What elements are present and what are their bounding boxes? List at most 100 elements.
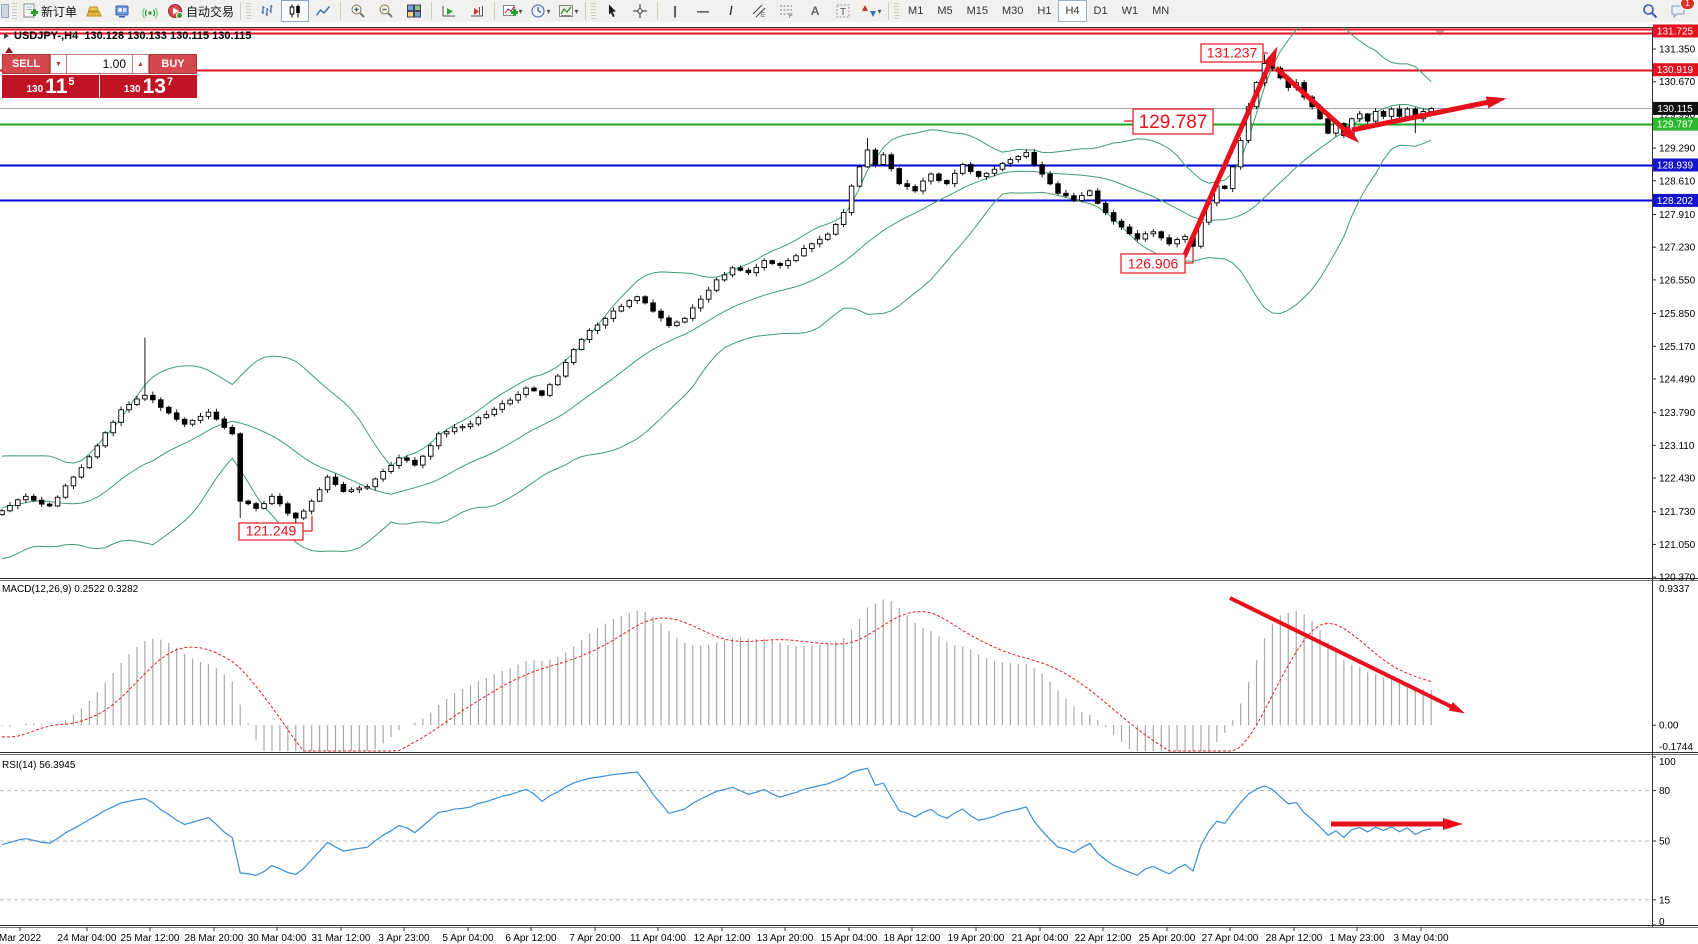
new-order-button[interactable]: 新订单 — [19, 0, 80, 22]
clock-icon — [531, 4, 545, 18]
timeframe-M15[interactable]: M15 — [966, 5, 988, 17]
periods-button[interactable]: ▾ — [526, 0, 554, 22]
expert-advisors-button[interactable] — [108, 0, 136, 22]
volume-input[interactable]: 1.00 — [67, 54, 132, 74]
vertical-line-tool-button[interactable]: | — [673, 4, 677, 18]
axis-label: 125.850 — [1659, 309, 1696, 320]
volume-up-button[interactable]: ▲ — [132, 54, 149, 74]
price-annotation[interactable]: 126.906 — [1120, 249, 1194, 274]
price-annotation[interactable]: 131.237 — [1200, 43, 1268, 63]
axis-label: 128.610 — [1659, 176, 1696, 187]
axis-label: 126.906 — [1128, 256, 1179, 272]
new-order-icon — [23, 3, 38, 18]
sell-button[interactable]: SELL — [2, 54, 50, 74]
trendline-tool-button[interactable]: / — [729, 4, 733, 18]
fibonacci-tool-button[interactable]: F — [773, 0, 801, 22]
chart-shift-marker[interactable] — [1434, 29, 1446, 36]
crosshair-icon — [633, 4, 648, 18]
timeframe-M5[interactable]: M5 — [937, 5, 953, 17]
auto-scroll-icon — [442, 6, 456, 17]
bid-main: 130 — [26, 84, 44, 95]
timeframe-D1[interactable]: D1 — [1093, 5, 1108, 17]
axis-label: 129.290 — [1659, 144, 1696, 155]
text-label-icon: T — [836, 4, 850, 18]
zoom-in-button[interactable] — [344, 0, 372, 22]
price-axis: 131.350 130.670 129.990 129.290 128.610 127.9… — [1652, 45, 1696, 584]
symbol-expand-icon[interactable] — [4, 33, 9, 39]
auto-scroll-button[interactable] — [435, 0, 463, 22]
price-annotation[interactable]: 129.787 — [1124, 108, 1214, 135]
cursor-tool-button[interactable] — [598, 0, 626, 22]
axis-label: 125.170 — [1659, 342, 1696, 353]
timeframe-M30[interactable]: M30 — [1002, 5, 1024, 17]
trend-arrow[interactable] — [1181, 46, 1278, 259]
cursor-icon — [609, 4, 617, 17]
axis-label: 127.230 — [1659, 243, 1696, 254]
chart-shift-button[interactable] — [463, 0, 491, 22]
toolbar-drag-handle[interactable] — [246, 3, 252, 19]
bid-sup: 5 — [68, 76, 75, 88]
zoom-out-button[interactable] — [372, 0, 400, 22]
bid-big: 11 — [45, 75, 68, 98]
axis-label: 121.730 — [1659, 507, 1696, 518]
chart-shift-icon — [471, 6, 484, 17]
tile-windows-button[interactable] — [400, 0, 428, 22]
svg-text:E: E — [761, 13, 765, 19]
search-button[interactable] — [1636, 0, 1664, 22]
main-toolbar: 新订单 自动交易 — [0, 0, 1698, 23]
bid-price[interactable]: 130 11 5 — [2, 75, 100, 98]
volume-down-button[interactable]: ▼ — [50, 54, 67, 74]
chart-window[interactable]: 131.350 130.670 129.990 129.290 128.610 127.9… — [0, 22, 1698, 944]
trend-arrows[interactable] — [1181, 46, 1507, 830]
toolbar-drag-handle[interactable] — [591, 3, 597, 19]
auto-trading-icon — [168, 4, 184, 19]
signals-button[interactable] — [136, 0, 164, 22]
label-tool-button[interactable]: T — [829, 0, 857, 22]
axis-label: 128.202 — [1657, 196, 1694, 207]
candlestick-icon — [289, 4, 300, 18]
timeframe-MN[interactable]: MN — [1152, 5, 1170, 17]
candlesticks — [0, 54, 1434, 529]
price-annotations[interactable]: 131.237 129.787 126.906 121.249 — [238, 43, 1268, 541]
horizontal-line-tool-button[interactable]: — — [697, 4, 710, 18]
price-annotation[interactable]: 121.249 — [238, 516, 313, 541]
panel-collapse-icon[interactable] — [5, 47, 13, 53]
svg-text:F: F — [789, 14, 793, 19]
text-tool-button[interactable]: A — [810, 4, 820, 18]
axis-label: 121.050 — [1659, 540, 1696, 551]
bar-chart-mode-button[interactable] — [253, 0, 281, 22]
price-chart-svg[interactable]: 131.350 130.670 129.990 129.290 128.610 127.9… — [0, 22, 1698, 944]
trend-arrow[interactable] — [1229, 596, 1465, 714]
trend-arrow[interactable] — [1351, 96, 1507, 133]
time-axis-label: 22 Apr 12:00 — [1075, 933, 1132, 944]
horizontal-level-lines[interactable] — [0, 28, 1652, 202]
crosshair-tool-button[interactable] — [626, 0, 654, 22]
templates-button[interactable]: ▾ — [554, 0, 582, 22]
rsi-pane: 100 80 50 15 0 RSI(14) 56.3945 — [0, 756, 1676, 928]
timeframe-H4[interactable]: H4 — [1058, 0, 1087, 22]
buy-button[interactable]: BUY — [149, 54, 197, 74]
axis-label: 129.787 — [1139, 112, 1208, 133]
trend-arrow[interactable] — [1274, 66, 1360, 144]
line-chart-mode-button[interactable] — [309, 0, 337, 22]
timeframe-M1[interactable]: M1 — [908, 5, 924, 17]
axis-label: 129.787 — [1657, 120, 1694, 131]
candlestick-mode-button[interactable] — [281, 0, 310, 22]
new-order-label: 新订单 — [41, 4, 78, 19]
timeframe-W1[interactable]: W1 — [1121, 5, 1139, 17]
timeframe-H1[interactable]: H1 — [1037, 5, 1052, 17]
channel-tool-button[interactable]: E — [745, 0, 773, 22]
ask-price[interactable]: 130 13 7 — [100, 75, 197, 98]
gold-bars-button[interactable] — [80, 0, 108, 22]
toolbar-drag-handle[interactable] — [894, 3, 900, 19]
auto-trading-button[interactable]: 自动交易 — [164, 0, 237, 22]
axis-label: 100 — [1659, 757, 1676, 768]
time-axis-label: Mar 2022 — [0, 933, 42, 944]
line-chart-icon — [315, 6, 331, 16]
arrows-tool-button[interactable]: ▾ — [857, 0, 885, 22]
indicators-button[interactable]: ▾ — [498, 0, 526, 22]
toolbar-drag-handle[interactable] — [12, 3, 17, 19]
clipped-toolbar-button[interactable] — [0, 0, 10, 22]
ask-big: 13 — [142, 75, 166, 98]
notifications-button[interactable]: 1 — [1664, 0, 1695, 22]
